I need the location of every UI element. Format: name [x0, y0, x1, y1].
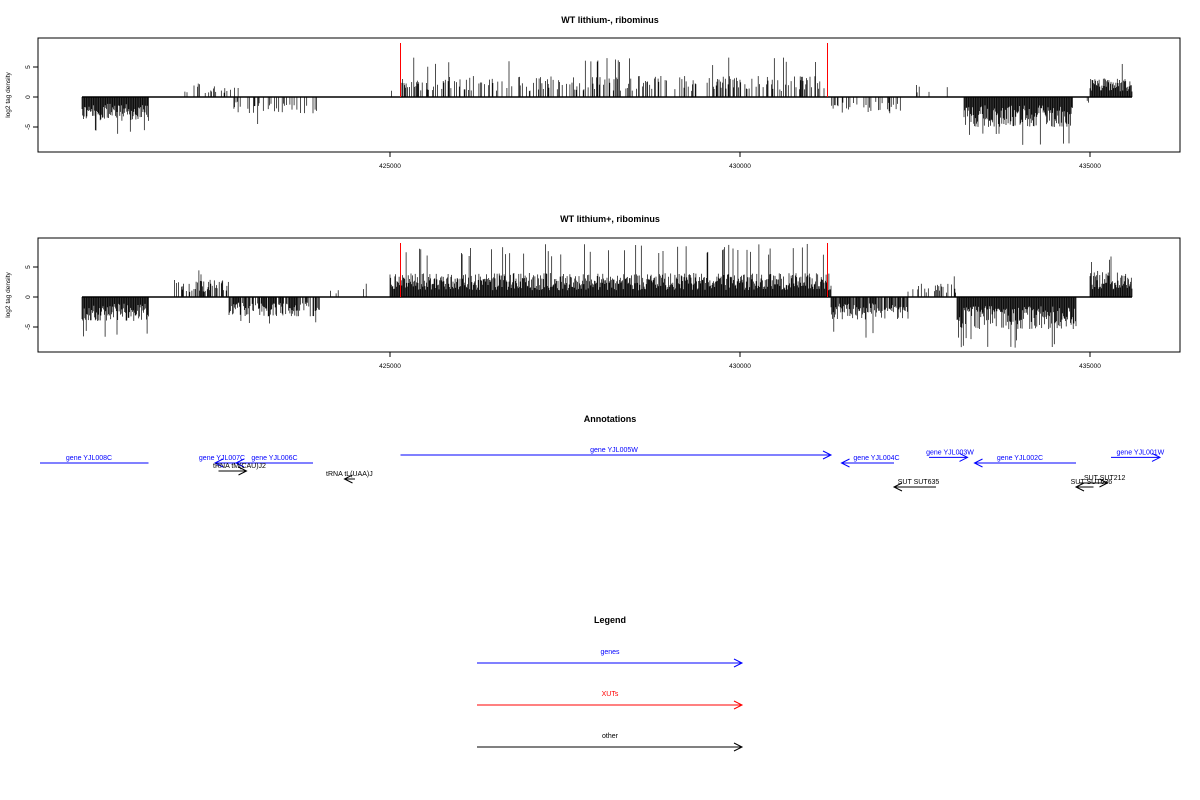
feature-arrowhead [238, 466, 248, 476]
x-tick-label: 435000 [1079, 163, 1101, 170]
feature-label: gene YJL005W [590, 447, 638, 454]
feature-label: gene YJL006C [251, 455, 297, 462]
legend-title: Legend [594, 615, 626, 625]
legend-label: other [602, 733, 619, 740]
x-tick-label: 430000 [729, 363, 751, 370]
annotation-features: gene YJL008C gene YJL007C gene YJL006CtRNA… [40, 447, 1165, 492]
annotations-panel: Annotations gene YJL008C gene YJL007C gene… [40, 414, 1165, 492]
feature-arrowhead [840, 458, 850, 468]
legend-arrowhead [733, 700, 744, 710]
panel-2: WT lithium+, ribominus 5 0 -5 425000 430000 4… [5, 214, 1181, 370]
y-tick-label: -5 [25, 324, 32, 330]
legend-label: XUTs [602, 691, 619, 698]
panel-1-title: WT lithium-, ribominus [561, 15, 659, 25]
panel-2-ylabel: log2 tag density [5, 271, 12, 317]
x-tick-label: 430000 [729, 163, 751, 170]
panel-2-axis: 5 0 -5 425000 430000 435000 [25, 265, 1101, 370]
panel-1-bars [81, 43, 1133, 145]
x-tick-label: 425000 [379, 363, 401, 370]
y-tick-label: 5 [25, 265, 32, 269]
feature-label: SUT SUT636 [1071, 479, 1113, 486]
feature-label: gene YJL002C [997, 455, 1043, 462]
feature-arrowhead [1151, 452, 1162, 462]
legend-arrowhead [733, 658, 744, 668]
legend-panel: Legend genes XUTs other [477, 615, 744, 752]
legend-label: genes [600, 649, 620, 656]
feature-arrowhead [1099, 478, 1109, 488]
feature-label: gene YJL003W [926, 449, 974, 456]
feature-arrowhead [213, 458, 224, 468]
panel-2-title: WT lithium+, ribominus [560, 214, 660, 224]
panel-2-frame [37, 237, 1181, 353]
feature-arrowhead [973, 458, 983, 468]
feature-label: tRNA tL(UAA)J [326, 471, 373, 478]
panel-1-ylabel: log2 tag density [5, 71, 12, 117]
y-tick-label: 0 [25, 295, 32, 299]
feature-arrowhead [959, 452, 969, 462]
feature-arrowhead [343, 474, 353, 484]
y-tick-label: 5 [25, 65, 32, 69]
feature-arrowhead [1074, 482, 1085, 492]
feature-label: gene YJL004C [853, 455, 899, 462]
annotations-title: Annotations [584, 414, 637, 424]
feature-arrowhead [234, 458, 245, 468]
feature-label: SUT SUT635 [898, 479, 940, 486]
feature-label: gene YJL008C [66, 455, 112, 462]
y-tick-label: 0 [25, 95, 32, 99]
feature-label: tRNA tM(CAU)J2 [213, 463, 266, 470]
feature-label: gene YJL007C [199, 455, 245, 462]
panel-1-axis: 5 0 -5 425000 430000 435000 [25, 65, 1101, 170]
x-tick-label: 435000 [1079, 363, 1101, 370]
feature-arrowhead [822, 450, 833, 460]
panel-1: WT lithium-, ribominus 5 0 -5 425000 430000 4… [5, 15, 1181, 170]
legend-arrowhead [733, 742, 744, 752]
feature-label: SUT SUT212 [1084, 475, 1126, 482]
y-tick-label: -5 [25, 124, 32, 130]
feature-label: gene YJL001W [1117, 449, 1165, 456]
panel-1-frame [37, 37, 1181, 153]
x-tick-label: 425000 [379, 163, 401, 170]
feature-arrowhead [892, 482, 903, 492]
legend-items: genes XUTs other [477, 649, 744, 752]
panel-2-bars [81, 243, 1133, 348]
